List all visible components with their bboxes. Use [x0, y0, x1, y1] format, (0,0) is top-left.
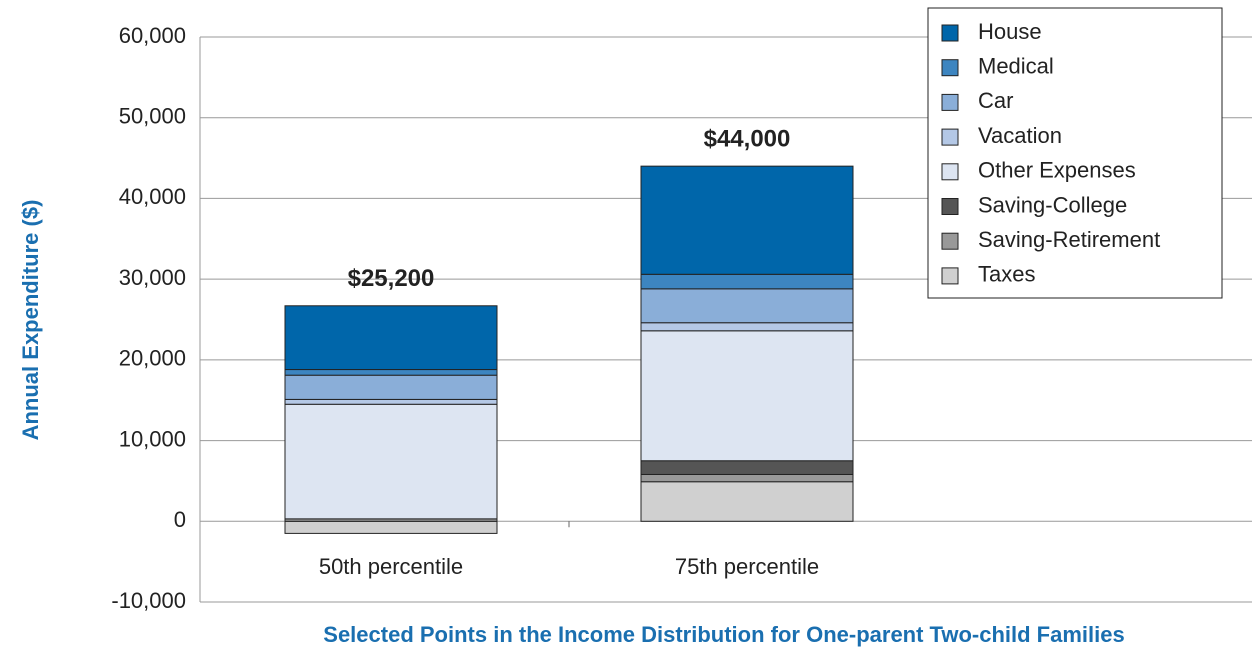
bar-segment — [284, 398, 498, 405]
legend-label: Saving-Retirement — [978, 227, 1160, 252]
bar-segment — [640, 273, 854, 290]
y-tick-label: -10,000 — [111, 588, 186, 613]
y-tick-label: 50,000 — [119, 104, 186, 129]
bar-segment — [640, 460, 854, 475]
legend-swatch — [941, 24, 959, 42]
legend-swatch — [941, 198, 959, 215]
y-tick-label: 40,000 — [119, 184, 186, 209]
bar-segment — [284, 305, 498, 371]
bar-segment — [284, 369, 498, 376]
legend-label: Car — [978, 88, 1013, 113]
legend-label: Saving-College — [978, 192, 1127, 217]
legend-label: Medical — [978, 54, 1054, 79]
x-tick-label: 50th percentile — [319, 554, 463, 579]
x-tick-label: 75th percentile — [675, 554, 819, 579]
bar-segment — [284, 520, 498, 534]
bar-segment — [640, 322, 854, 332]
legend-swatch — [941, 163, 959, 181]
bar-segment — [640, 288, 854, 324]
bar-segment — [284, 403, 498, 520]
legend-swatch — [941, 59, 959, 77]
total-label: $44,000 — [704, 125, 791, 152]
legend-swatch — [941, 232, 959, 250]
legend-swatch — [941, 128, 959, 146]
legend-label: Taxes — [978, 262, 1035, 287]
legend-label: Vacation — [978, 123, 1062, 148]
y-tick-label: 20,000 — [119, 346, 186, 371]
legend-swatch — [941, 93, 959, 111]
y-tick-label: 0 — [174, 507, 186, 532]
legend-swatch — [941, 267, 959, 285]
bar-segment — [640, 330, 854, 462]
legend-label: Other Expenses — [978, 158, 1136, 183]
y-tick-label: 60,000 — [119, 23, 186, 48]
bar-segment — [640, 473, 854, 483]
y-tick-label: 30,000 — [119, 265, 186, 290]
y-axis-title: Annual Expenditure ($) — [18, 200, 43, 441]
legend-box — [927, 7, 1223, 299]
y-tick-label: 10,000 — [119, 426, 186, 451]
x-axis-title: Selected Points in the Income Distributi… — [323, 622, 1124, 647]
bar-segment — [640, 165, 854, 275]
total-label: $25,200 — [348, 265, 435, 292]
bar-segment — [284, 374, 498, 400]
bar-segment — [640, 481, 854, 522]
legend-label: House — [978, 19, 1042, 44]
